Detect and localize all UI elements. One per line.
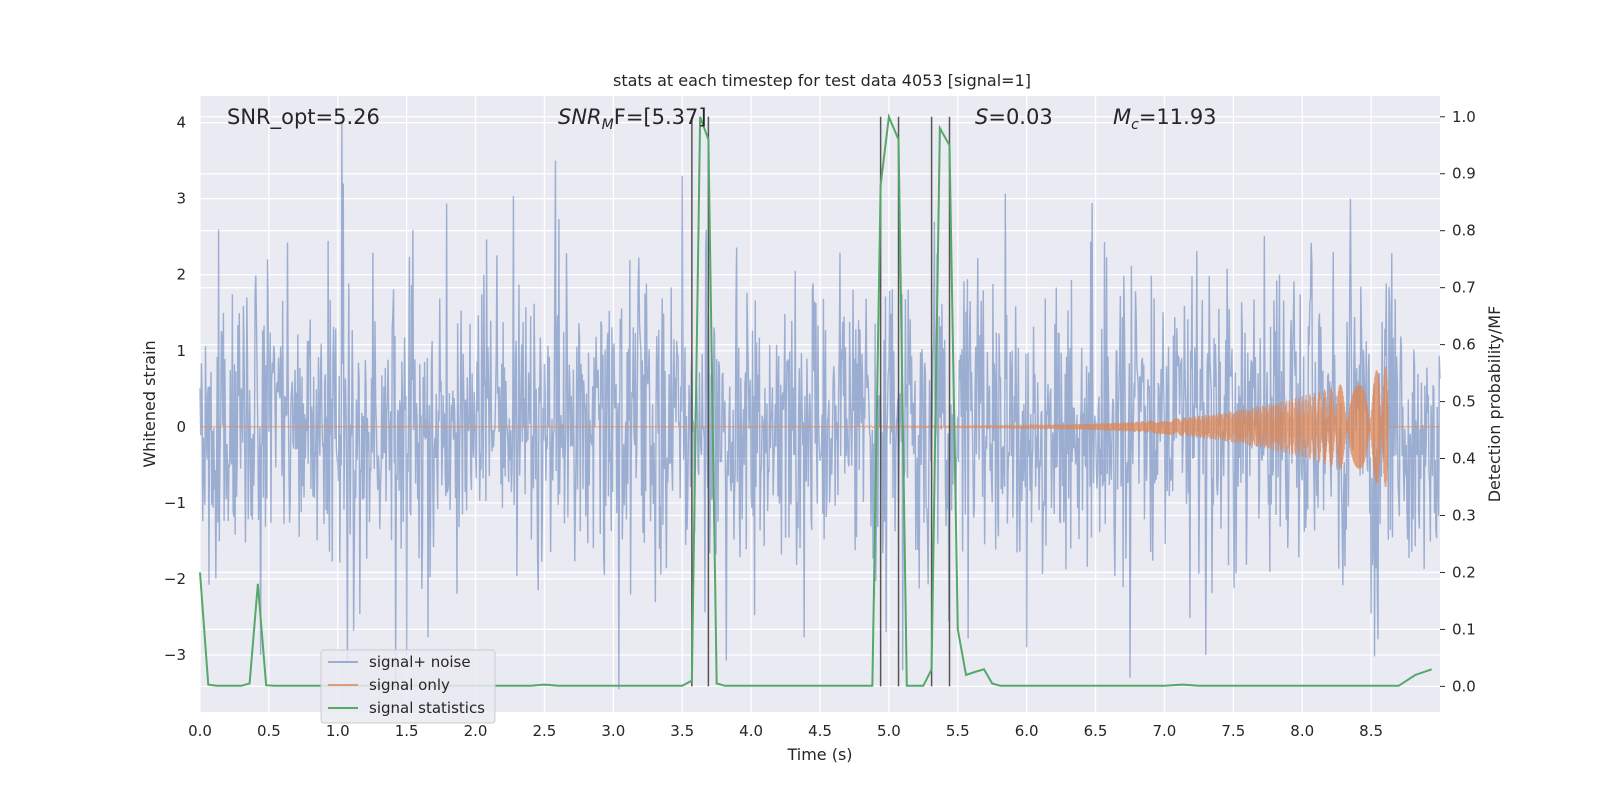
y2-tick-label: 0.8 — [1452, 222, 1476, 240]
series-signal-only — [200, 366, 1440, 487]
annotation-mc: Mc=11.93 — [1113, 105, 1217, 133]
y2-tick-label: 0.3 — [1452, 506, 1476, 524]
legend-label-signal-statistics: signal statistics — [369, 699, 485, 717]
y2-ticks: 1.0 0.9 0.8 0.7 0.6 0.5 0.4 0.3 0.2 0.1 0.0 — [1440, 108, 1476, 695]
x-tick-label: 0.5 — [257, 722, 281, 740]
y2-tick-label: 0.5 — [1452, 393, 1476, 411]
chart-title: stats at each timestep for test data 405… — [613, 71, 1031, 90]
x-tick-label: 3.5 — [670, 722, 694, 740]
y-tick-label: 4 — [176, 114, 186, 132]
y-tick-label: 3 — [176, 190, 186, 208]
x-tick-label: 8.0 — [1290, 722, 1314, 740]
x-tick-label: 5.5 — [946, 722, 970, 740]
y2-tick-label: 0.1 — [1452, 620, 1476, 638]
series-signal-statistics — [199, 112, 1433, 687]
x-tick-label: 1.0 — [326, 722, 350, 740]
y-tick-label: 2 — [176, 266, 186, 284]
x-tick-label: 4.5 — [808, 722, 832, 740]
y-tick-label: −3 — [164, 646, 186, 664]
y2-tick-label: 0.2 — [1452, 563, 1476, 581]
annotation-s: S=0.03 — [975, 105, 1053, 129]
x-tick-label: 8.5 — [1359, 722, 1383, 740]
x-ticks: 0.0 0.5 1.0 1.5 2.0 2.5 3.0 3.5 4.0 4.5 5.0 5.5 6.0 6… — [188, 722, 1383, 740]
x-tick-label: 1.5 — [395, 722, 419, 740]
y-axis-label: Whitened strain — [140, 340, 159, 467]
y2-tick-label: 0.4 — [1452, 450, 1476, 468]
y-tick-label: 1 — [176, 342, 186, 360]
x-tick-label: 7.0 — [1153, 722, 1177, 740]
legend: signal+ noise signal only signal statist… — [320, 649, 496, 724]
x-tick-label: 2.0 — [464, 722, 488, 740]
y2-tick-label: 0.6 — [1452, 336, 1476, 354]
y-tick-label: 0 — [176, 418, 186, 436]
y-ticks: 4 3 2 1 0 −1 −2 −3 — [164, 114, 186, 664]
y2-axis-label: Detection probability/MF — [1485, 306, 1504, 503]
x-tick-label: 3.0 — [601, 722, 625, 740]
y2-tick-label: 1.0 — [1452, 108, 1476, 126]
y2-tick-label: 0.9 — [1452, 165, 1476, 183]
signal-statistics-line — [199, 112, 1433, 687]
legend-label-signal-only: signal only — [369, 676, 450, 694]
x-tick-label: 0.0 — [188, 722, 212, 740]
legend-box — [320, 649, 496, 724]
y2-tick-label: 0.7 — [1452, 279, 1476, 297]
y-tick-label: −1 — [164, 494, 186, 512]
x-tick-label: 4.0 — [739, 722, 763, 740]
y-tick-label: −2 — [164, 570, 186, 588]
x-tick-label: 6.0 — [1015, 722, 1039, 740]
signal-only-line — [200, 366, 1440, 487]
annotation-snr-opt: SNR_opt=5.26 — [227, 105, 380, 130]
x-axis-label: Time (s) — [786, 745, 852, 764]
annotation-snr-mf: SNRMF=[5.37] — [558, 105, 707, 133]
x-tick-label: 5.0 — [877, 722, 901, 740]
vertical-lines — [691, 116, 951, 687]
x-tick-label: 6.5 — [1084, 722, 1108, 740]
legend-label-signal-noise: signal+ noise — [369, 653, 471, 671]
y2-tick-label: 0.0 — [1452, 677, 1476, 695]
x-tick-label: 7.5 — [1221, 722, 1245, 740]
x-tick-label: 2.5 — [533, 722, 557, 740]
